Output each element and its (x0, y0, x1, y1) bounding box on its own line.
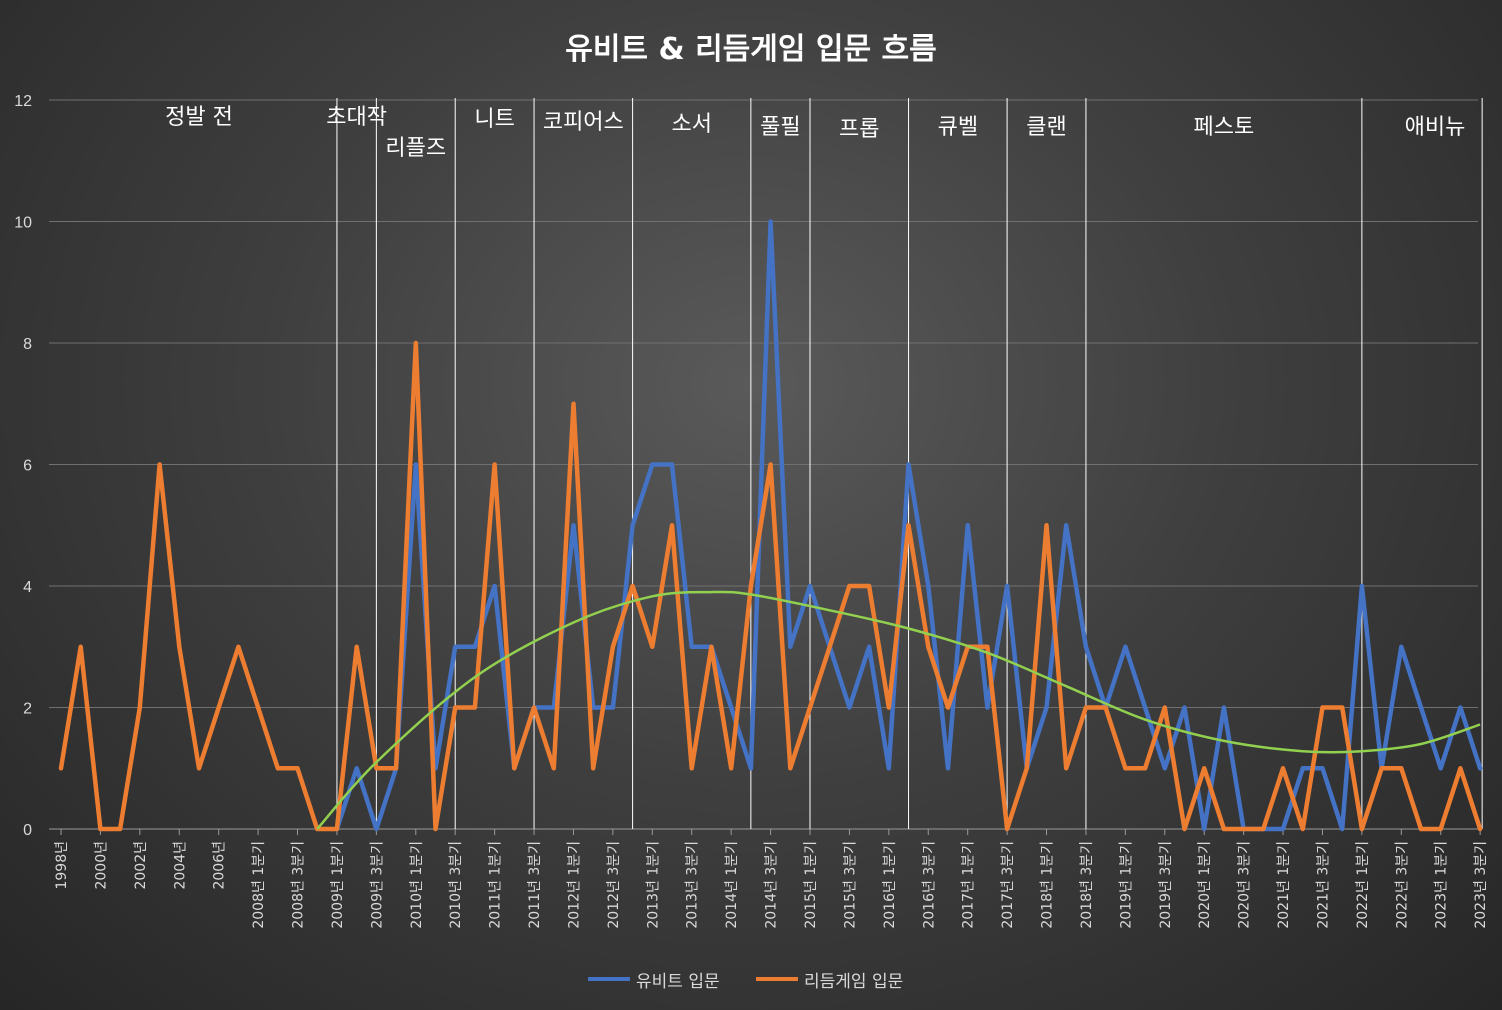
x-tick-label: 2015년 1분기 (803, 841, 819, 929)
y-tick-label: 12 (14, 93, 32, 110)
x-tick-label: 2020년 1분기 (1197, 841, 1213, 929)
x-tick-label: 2012년 1분기 (566, 841, 582, 929)
era-label: 리플즈 (385, 136, 446, 161)
x-tick-label: 2013년 3분기 (685, 841, 701, 929)
y-tick-label: 0 (23, 822, 32, 839)
legend-label-ubeat: 유비트 입문 (636, 971, 720, 992)
legend-swatch-ubeat (588, 977, 630, 981)
x-tick-label: 2021년 1분기 (1276, 841, 1292, 929)
y-tick-label: 4 (23, 579, 32, 596)
x-tick-label: 2010년 1분기 (409, 841, 425, 929)
x-tick-label: 2016년 1분기 (882, 841, 898, 929)
x-tick-label: 2018년 3분기 (1079, 841, 1095, 929)
era-label: 풀필 (760, 115, 800, 140)
x-tick-label: 2022년 3분기 (1394, 841, 1410, 929)
x-tick-label: 2023년 1분기 (1434, 841, 1450, 929)
legend-swatch-rhythm (756, 977, 798, 981)
x-tick-label: 1998년 (54, 841, 70, 890)
era-label: 클랜 (1026, 115, 1066, 140)
x-tick-label: 2000년 (93, 841, 109, 890)
x-tick-label: 2017년 1분기 (961, 841, 977, 929)
y-tick-label: 6 (23, 458, 32, 475)
era-label: 애비뉴 (1405, 115, 1466, 140)
x-tick-label: 2009년 3분기 (369, 841, 385, 929)
era-label: 니트 (474, 107, 514, 132)
x-tick-label: 2012년 3분기 (606, 841, 622, 929)
legend-label-rhythm: 리듬게임 입문 (804, 971, 904, 992)
x-tick-label: 2013년 1분기 (645, 841, 661, 929)
x-tick-label: 2008년 3분기 (291, 841, 307, 929)
x-tick-label: 2022년 1분기 (1355, 841, 1371, 929)
era-label: 큐벨 (938, 115, 978, 140)
x-tick-label: 2018년 1분기 (1040, 841, 1056, 929)
era-label: 정발 전 (165, 105, 233, 130)
era-label: 소서 (671, 112, 711, 137)
x-tick-label: 2023년 3분기 (1473, 841, 1489, 929)
legend-item-rhythm: 리듬게임 입문 (756, 966, 903, 992)
x-tick-label: 2011년 1분기 (488, 841, 504, 929)
era-label: 코피어스 (543, 110, 624, 135)
x-tick-label: 2014년 3분기 (764, 841, 780, 929)
x-tick-label: 2016년 3분기 (921, 841, 937, 929)
x-tick-label: 2020년 3분기 (1237, 841, 1253, 929)
x-tick-label: 2015년 3분기 (842, 841, 858, 929)
era-label: 초대작 (326, 105, 387, 130)
x-tick-label: 2006년 (212, 841, 228, 890)
x-tick-label: 2010년 3분기 (448, 841, 464, 929)
x-tick-label: 2008년 1분기 (251, 841, 267, 929)
chart-title: 유비트 & 리듬게임 입문 흐름 (565, 32, 937, 67)
x-tick-label: 2021년 3분기 (1315, 841, 1331, 929)
x-tick-label: 2004년 (172, 841, 188, 890)
era-label: 페스토 (1194, 115, 1255, 140)
x-tick-label: 2014년 1분기 (724, 841, 740, 929)
y-tick-label: 10 (14, 215, 32, 232)
x-tick-label: 2017년 3분기 (1000, 841, 1016, 929)
x-tick-label: 2019년 1분기 (1118, 841, 1134, 929)
legend-item-ubeat: 유비트 입문 (588, 966, 720, 992)
trendline (316, 590, 1481, 830)
era-label: 프롭 (839, 117, 879, 142)
series-line-rhythm (58, 340, 1483, 832)
x-tick-label: 2019년 3분기 (1158, 841, 1174, 929)
x-tick-label: 2002년 (133, 841, 149, 890)
x-tick-label: 2011년 3분기 (527, 841, 543, 929)
y-tick-label: 8 (23, 336, 32, 353)
y-tick-label: 2 (23, 701, 32, 718)
x-tick-label: 2009년 1분기 (330, 841, 346, 929)
